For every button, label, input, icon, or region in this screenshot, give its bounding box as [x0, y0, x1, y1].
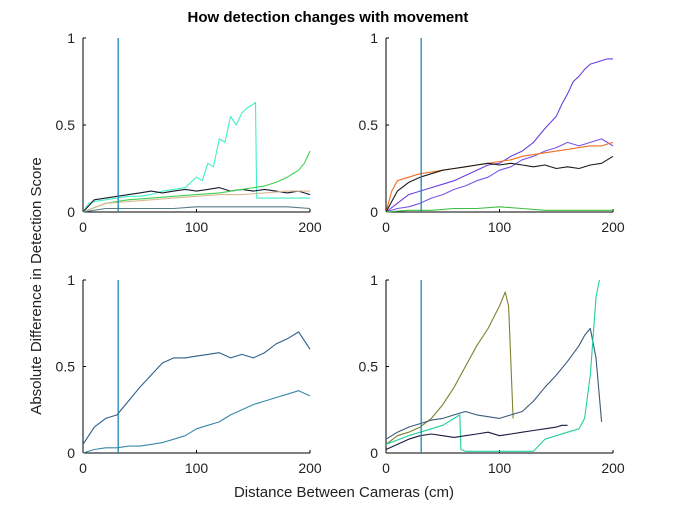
series-line-3 [385, 279, 600, 452]
series-line-2 [82, 187, 311, 213]
y-tick-label: 1 [67, 30, 75, 46]
x-tick-label: 200 [601, 460, 625, 476]
series-line-2 [385, 327, 603, 440]
y-tick-label: 0.5 [359, 359, 379, 375]
series-line-4 [82, 190, 310, 213]
series-line-2 [385, 138, 614, 213]
y-tick-label: 0 [67, 445, 75, 461]
y-tick-label: 1 [370, 30, 378, 46]
chart-panel-top-right: 0 100 200 0 0.5 1 [359, 30, 625, 235]
series-line-3 [82, 150, 311, 213]
x-tick-label: 200 [298, 460, 322, 476]
chart-panel-top-left: 0 100 200 0 0.5 1 [56, 30, 322, 235]
x-tick-label: 0 [382, 219, 390, 235]
x-tick-label: 0 [382, 460, 390, 476]
x-tick-label: 200 [298, 219, 322, 235]
chart-panel-bottom-left: 0 100 200 0 0.5 1 [56, 272, 322, 476]
y-tick-label: 0.5 [359, 117, 379, 133]
y-tick-label: 0.5 [56, 117, 76, 133]
series-line-4 [385, 424, 568, 451]
x-tick-label: 100 [488, 219, 512, 235]
series-line-1 [385, 291, 514, 445]
series-line-4 [385, 155, 614, 213]
y-tick-label: 0 [370, 204, 378, 220]
series-line-1 [82, 331, 311, 445]
figure-title: How detection changes with movement [188, 9, 469, 26]
x-tick-label: 200 [601, 219, 625, 235]
y-tick-label: 0 [370, 445, 378, 461]
x-tick-label: 0 [79, 219, 87, 235]
series-line-5 [82, 206, 311, 213]
x-axis-label: Distance Between Cameras (cm) [234, 484, 454, 501]
chart-panel-bottom-right: 0 100 200 0 0.5 1 [359, 272, 625, 476]
series-line-2 [82, 390, 311, 454]
series-line-3 [385, 141, 614, 213]
series-line-5 [385, 206, 613, 213]
x-tick-label: 0 [79, 460, 87, 476]
x-tick-label: 100 [488, 460, 512, 476]
y-tick-label: 1 [67, 272, 75, 288]
y-tick-label: 0.5 [56, 359, 76, 375]
x-tick-label: 100 [185, 460, 209, 476]
series-line-1 [385, 58, 613, 213]
y-tick-label: 1 [370, 272, 378, 288]
series-line-1 [82, 101, 310, 213]
y-axis-label: Absolute Difference in Detection Score [28, 157, 45, 414]
x-tick-label: 100 [185, 219, 209, 235]
y-tick-label: 0 [67, 204, 75, 220]
